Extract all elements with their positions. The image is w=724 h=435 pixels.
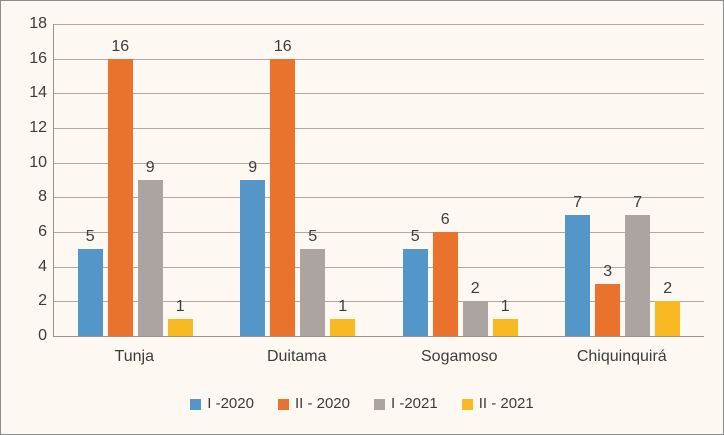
bar <box>655 301 681 336</box>
legend-item: II - 2021 <box>461 395 534 413</box>
y-axis-tick-label: 0 <box>38 327 47 344</box>
gridline <box>54 128 704 129</box>
gridline <box>54 58 704 60</box>
bar-slot: 5 <box>77 228 103 336</box>
bar <box>270 58 296 336</box>
value-label: 1 <box>500 297 510 315</box>
bar <box>432 232 458 336</box>
bar-slot: 7 <box>565 194 591 336</box>
value-label: 5 <box>85 228 95 246</box>
value-label: 6 <box>440 211 450 228</box>
bar <box>167 318 193 336</box>
bar-slot: 16 <box>107 38 133 336</box>
bar <box>300 249 326 336</box>
bar-slot: 9 <box>240 159 266 336</box>
gridline <box>54 301 704 303</box>
value-label: 2 <box>663 280 673 298</box>
y-axis-tick-label: 16 <box>29 49 47 67</box>
value-label: 3 <box>603 263 613 280</box>
bar-slot: 9 <box>137 159 163 336</box>
value-label: 2 <box>470 280 480 298</box>
value-label: 9 <box>145 159 155 176</box>
bar-slot: 1 <box>330 298 356 336</box>
legend-label: I -2020 <box>207 395 254 412</box>
bar-slot: 2 <box>462 280 488 336</box>
y-axis-tick-label: 8 <box>38 188 47 206</box>
value-label: 1 <box>338 297 348 315</box>
x-axis-category-label: Sogamoso <box>421 348 498 365</box>
value-label: 5 <box>410 228 420 246</box>
bar-slot: 1 <box>492 298 518 336</box>
y-axis-tick-label: 6 <box>38 223 47 240</box>
bar <box>77 249 103 336</box>
bar-slot: 2 <box>655 280 681 336</box>
value-label: 1 <box>175 297 185 315</box>
bar-slot: 5 <box>402 228 428 336</box>
value-label: 16 <box>273 37 292 55</box>
bar <box>137 180 163 336</box>
value-label: 5 <box>308 228 318 246</box>
gridline <box>54 232 704 233</box>
bar-group: 7 3 7 2 <box>542 24 705 336</box>
bar-slot: 6 <box>432 211 458 336</box>
value-label: 7 <box>633 193 643 211</box>
value-label: 7 <box>573 193 583 211</box>
legend-swatch-icon <box>277 398 289 410</box>
legend-swatch-icon <box>461 398 473 410</box>
y-axis-tick-label: 2 <box>38 292 47 310</box>
legend: I -2020 II - 2020 I -2021 II - 2021 <box>1 393 723 415</box>
gridline <box>54 197 704 199</box>
gridline <box>54 266 704 268</box>
legend-swatch-icon <box>190 398 202 410</box>
bar <box>492 318 518 336</box>
gridline <box>54 24 704 25</box>
gridline <box>54 93 704 95</box>
x-axis-category-label: Chiquinquirá <box>576 348 667 365</box>
bar <box>107 58 133 336</box>
bar-slot: 1 <box>167 298 193 336</box>
bar-slot: 5 <box>300 228 326 336</box>
bar-group: 5 6 2 1 <box>379 24 542 336</box>
y-axis-tick-label: 14 <box>29 84 47 102</box>
bar-slot: 7 <box>625 194 651 336</box>
bar <box>462 301 488 336</box>
bar-slot: 3 <box>595 263 621 336</box>
bar <box>565 214 591 336</box>
value-label: 16 <box>111 37 130 55</box>
legend-item: I -2020 <box>190 395 254 413</box>
y-axis-tick-label: 18 <box>29 15 47 32</box>
value-label: 9 <box>248 159 258 176</box>
bar <box>240 180 266 336</box>
y-axis-tick-label: 10 <box>29 153 47 171</box>
legend-label: II - 2021 <box>478 395 534 412</box>
legend-label: I -2021 <box>391 395 438 412</box>
x-axis-category-label: Tunja <box>114 348 154 365</box>
legend-item: II - 2020 <box>277 395 350 413</box>
legend-swatch-icon <box>374 398 385 410</box>
legend-label: II - 2020 <box>294 395 350 412</box>
gridline <box>54 162 704 164</box>
bar <box>330 318 356 336</box>
legend-item: I -2021 <box>374 395 438 413</box>
bar-group: 9 16 5 1 <box>217 24 380 336</box>
x-axis-category-label: Duitama <box>266 348 327 365</box>
y-axis-tick-label: 4 <box>38 257 47 275</box>
bar <box>625 214 651 336</box>
bar <box>595 284 621 336</box>
y-axis-tick-label: 12 <box>29 119 47 136</box>
bar-group: 5 16 9 1 <box>54 24 217 336</box>
bar-slot: 16 <box>270 38 296 336</box>
plot-area: 5 16 9 1 9 16 5 1 5 6 2 1 7 3 7 2 <box>53 24 704 337</box>
bar <box>402 249 428 336</box>
